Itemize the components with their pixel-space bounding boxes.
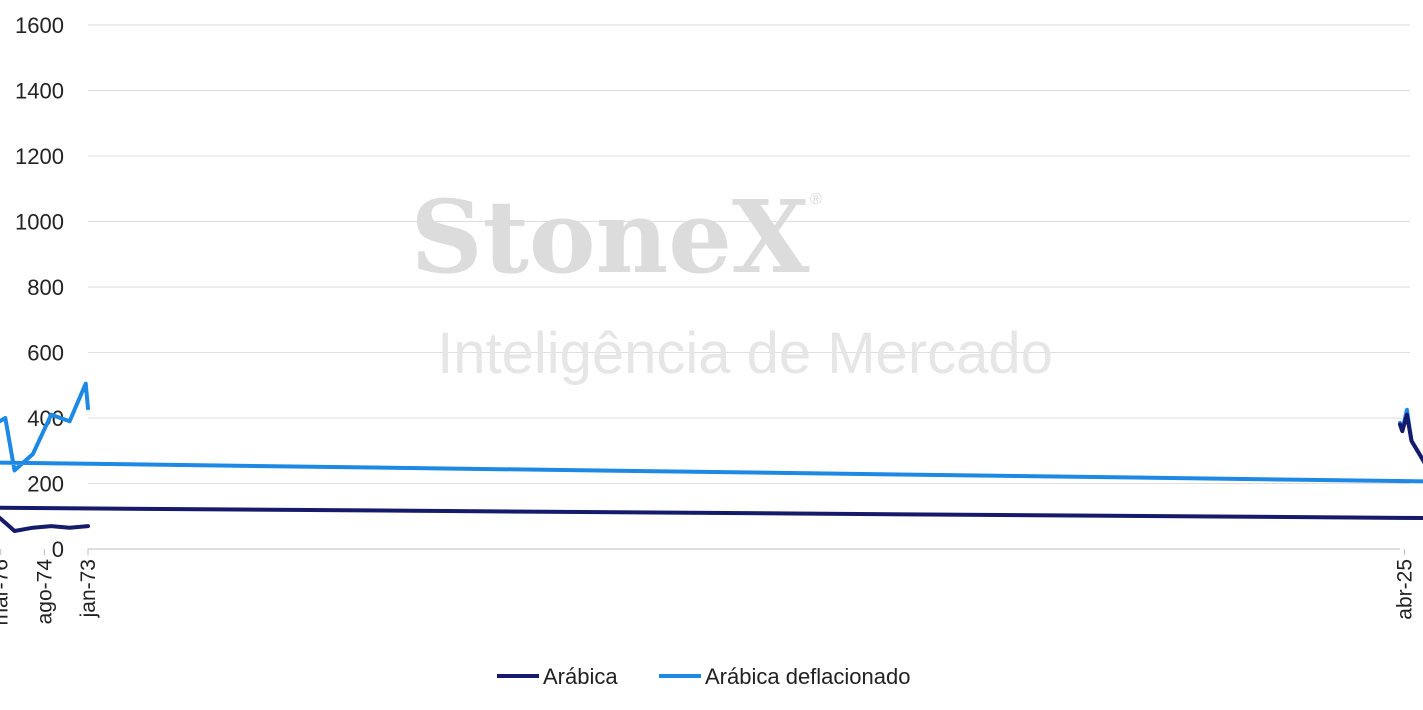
legend: Arábica Arábica deflacionado [497,664,910,689]
y-tick-label: 0 [52,537,64,562]
y-tick-label: 200 [27,472,64,497]
watermark: StoneX ® Inteligência de Mercado [410,178,1052,386]
x-tick-label: jan-73 [77,559,100,618]
y-tick-label: 1200 [15,144,64,169]
x-tick-label: ago-74 [33,559,56,625]
x-axis: jan-73ago-74mar-76out-77mai-79dez-80jul-… [0,548,1417,626]
series-group [0,381,1423,533]
y-tick-label: 800 [27,275,64,300]
gridlines [88,24,1410,484]
watermark-subtitle: Inteligência de Mercado [437,321,1053,386]
y-tick-label: 1000 [15,210,64,235]
watermark-brand: StoneX [410,178,809,296]
y-tick-label: 1400 [15,79,64,104]
legend-label: Arábica [543,664,618,689]
x-tick-label: mar-76 [0,559,13,626]
series-line-1 [0,381,1423,484]
y-tick-label: 600 [27,341,64,366]
legend-label: Arábica deflacionado [705,664,910,689]
y-tick-label: 1600 [15,13,64,38]
x-tick-label: abr-25 [1394,559,1417,620]
watermark-registered: ® [810,191,822,208]
